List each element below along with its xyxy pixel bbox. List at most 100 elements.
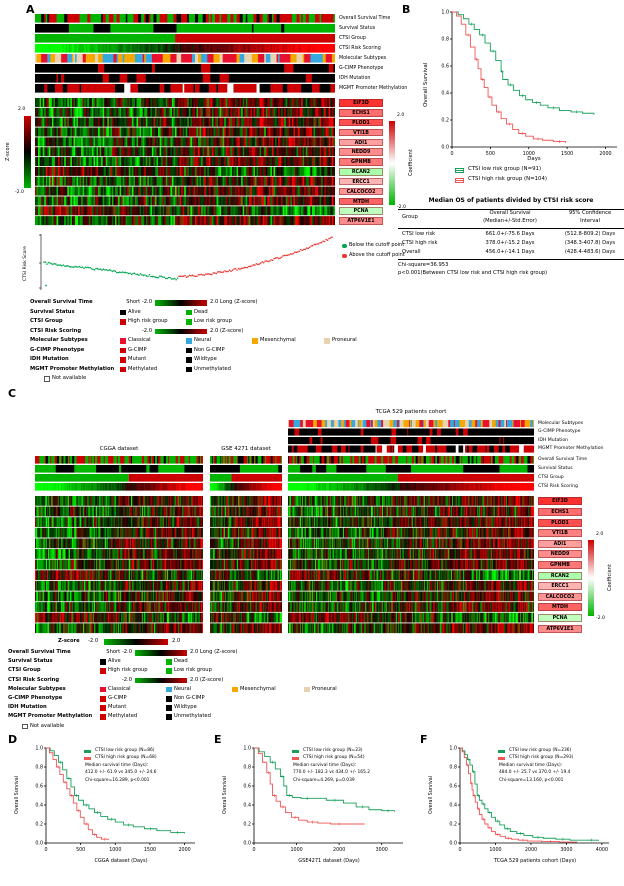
legend-gradient-min-label: Short -2.0 xyxy=(106,649,132,655)
table-rule-mid xyxy=(398,228,624,229)
km-legend-stat: 412.0 +/- 61.9 vs 345.0 +/- 24.6 xyxy=(85,770,157,776)
legend-swatch xyxy=(186,357,192,363)
gene-label: VTI1B xyxy=(538,529,582,538)
km-legend-label: CTSI high risk group (N=54) xyxy=(303,755,365,761)
zscore-bar-title: Z-score xyxy=(5,142,11,162)
coefficient-c-min-label: -2.0 xyxy=(596,616,605,621)
km-legend-key-line xyxy=(456,179,463,181)
km-legend-key xyxy=(498,756,505,761)
legend-swatch xyxy=(166,686,172,693)
legend-item-label: Classical xyxy=(128,337,151,343)
p-value-note: p<0.001(Between CTSI low risk and CTSI h… xyxy=(398,270,548,276)
legend-swatch xyxy=(166,668,172,674)
panel-c-label: C xyxy=(8,387,17,400)
legend-item-label: Mutant xyxy=(108,704,127,711)
coefficient-c-colorbar xyxy=(588,540,594,616)
legend-item-label: Alive xyxy=(108,658,121,665)
legend-swatch xyxy=(252,338,258,344)
legend-swatch xyxy=(186,366,192,372)
km-legend-key-line xyxy=(293,750,298,752)
cgga-gene-heatmap xyxy=(35,496,203,634)
km-legend-key xyxy=(292,749,299,754)
legend-item-label: Non G-CIMP xyxy=(174,695,205,701)
coefficient-colorbar xyxy=(389,121,395,205)
table-cell-group: Overall xyxy=(402,249,421,255)
panel-a-annotation-heatmap xyxy=(35,14,335,94)
median-os-table: Median OS of patients divided by CTSI ri… xyxy=(398,198,624,288)
legend-gradient-min-label: -2.0 xyxy=(121,676,132,683)
cgga-dataset-title: CGGA dataset xyxy=(99,446,139,452)
zscore-c-max: 2.0 xyxy=(172,638,181,644)
legend-swatch xyxy=(186,319,192,325)
table-cell-ci: (428.4-483.6) Days xyxy=(564,249,616,255)
legend-swatch xyxy=(120,347,126,353)
legend-row-label: G-CIMP Phenotype xyxy=(8,695,63,701)
km-legend-key xyxy=(455,167,464,173)
chi-square-note: Chi-square=36.953 xyxy=(398,262,449,268)
table-title: Median OS of patients divided by CTSI ri… xyxy=(428,197,594,204)
km-plot-panel-d xyxy=(28,744,200,856)
tcga-dataset-title: TCGA 529 patients cohort xyxy=(375,409,447,415)
gene-label: EIF3D xyxy=(339,99,383,107)
legend-item-label: Unmethylated xyxy=(194,365,231,372)
legend-row-label: CTSI Risk Scoring xyxy=(30,327,82,334)
coefficient-c-bar-title: Coefficient xyxy=(607,564,613,592)
legend-swatch xyxy=(100,714,106,720)
legend-item-label: Low risk group xyxy=(194,318,232,324)
legend-swatch xyxy=(100,659,106,665)
cutoff-dot xyxy=(342,253,347,258)
km-legend-stat: 484.0 +/- 25.7 vs 370.0 +/- 19.4 xyxy=(499,770,571,776)
cgga-annotation-heatmap xyxy=(35,456,203,492)
legend-swatch xyxy=(100,668,106,674)
km-legend-key xyxy=(84,749,91,754)
gene-label: ECHS1 xyxy=(538,507,582,516)
gene-label: PCNA xyxy=(538,614,582,623)
table-header-ci-1: 95% Confidence xyxy=(568,210,612,216)
legend-swatch xyxy=(120,319,126,325)
gene-label: GPNMB xyxy=(538,561,582,569)
tcga-gene-heatmap xyxy=(288,496,534,634)
legend-item-label: Proneural xyxy=(312,685,337,692)
zscore-gradient-bar xyxy=(155,300,207,306)
km-legend-key-line xyxy=(293,758,298,760)
heatmap-track-label: Molecular Subtypes xyxy=(339,55,387,61)
panel-f-label: F xyxy=(420,733,428,746)
legend-row-label: Survival Status xyxy=(30,308,75,315)
gene-label: ATP6V1E1 xyxy=(538,624,582,633)
km-b-ylabel: Overall Survival xyxy=(423,62,429,108)
legend-item-label: Methylated xyxy=(108,713,138,720)
legend-item-label: High risk group xyxy=(128,318,168,324)
km-e-ylabel: Overall Survival xyxy=(223,776,228,815)
legend-item-label: Low risk group xyxy=(174,667,212,674)
heatmap-track-label: IDH Mutation xyxy=(339,75,371,81)
gene-label: PLOD1 xyxy=(339,118,383,127)
km-legend-key xyxy=(84,756,91,761)
gse4271-gene-heatmap xyxy=(210,496,282,634)
legend-item-label: Mesenchymal xyxy=(240,685,276,692)
km-legend-label: CTSI low risk group (N=91) xyxy=(468,166,542,172)
legend-swatch xyxy=(120,366,126,372)
heatmap-track-label: MGMT Promoter Methylation xyxy=(339,85,408,91)
table-cell-os: 456.0+/-14.1 Days xyxy=(485,249,535,255)
legend-swatch xyxy=(120,357,126,363)
legend-item-label: Not available xyxy=(30,722,65,729)
legend-swatch xyxy=(120,309,126,315)
legend-item-label: Dead xyxy=(194,308,208,315)
gene-label: EIF3D xyxy=(538,497,582,506)
gene-label: CALCOCO2 xyxy=(339,187,383,196)
gene-label: ADI1 xyxy=(538,539,582,548)
legend-item-label: Mesenchymal xyxy=(260,337,296,343)
legend-item-label: Unmethylated xyxy=(174,713,211,720)
zscore-min-label: -2.0 xyxy=(15,190,24,195)
legend-swatch xyxy=(186,338,192,344)
km-b-xlabel: Days xyxy=(527,156,541,162)
legend-item-label: Alive xyxy=(128,308,141,315)
legend-swatch xyxy=(100,686,106,693)
km-legend-key xyxy=(498,749,505,754)
gene-label: ERCC1 xyxy=(339,177,383,186)
legend-item-label: Mutant xyxy=(128,356,147,362)
heatmap-track-label: CTSI Group xyxy=(339,35,366,41)
heatmap-track-label: CTSI Group xyxy=(538,475,564,481)
legend-item-label: Dead xyxy=(174,658,188,665)
